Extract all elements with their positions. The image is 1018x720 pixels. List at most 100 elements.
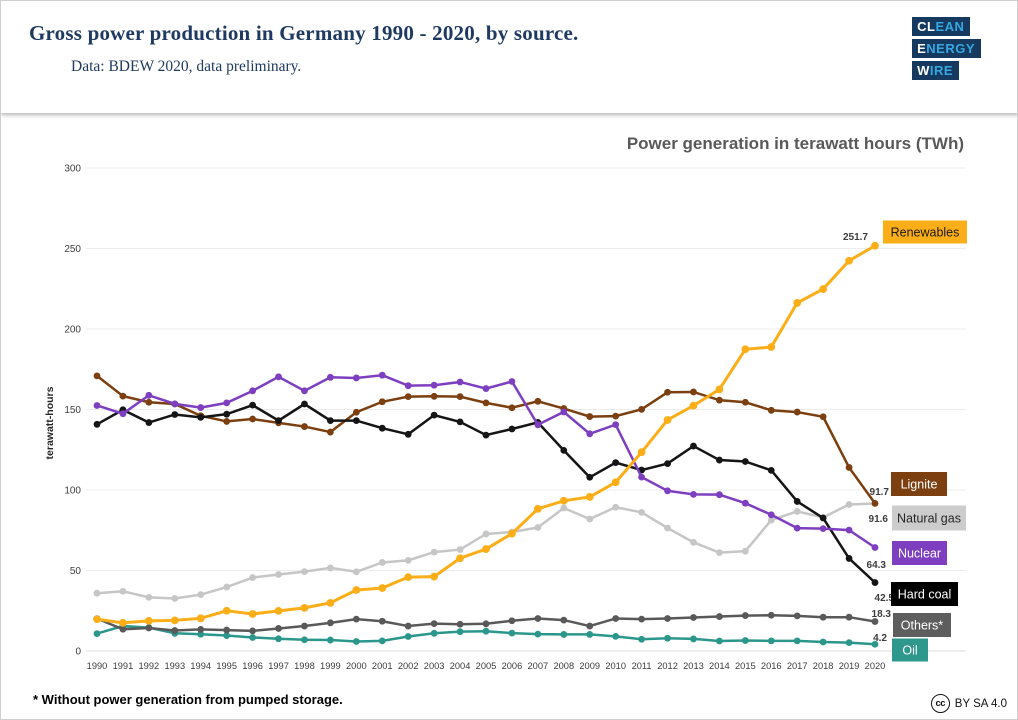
- logo-row: ENERGY: [912, 39, 981, 58]
- data-point-oil: [819, 638, 827, 646]
- data-point-others: [352, 615, 360, 623]
- data-point-oil: [534, 630, 542, 638]
- data-point-hard-coal: [560, 446, 568, 454]
- data-point-others: [430, 620, 438, 628]
- x-tick-label: 2017: [787, 661, 808, 671]
- data-point-oil: [560, 631, 568, 638]
- data-point-nuclear: [93, 402, 101, 409]
- data-point-renewables: [430, 572, 439, 581]
- data-point-natural-gas: [430, 548, 438, 556]
- data-point-hard-coal: [716, 456, 723, 464]
- data-point-renewables: [611, 478, 620, 487]
- header: Gross power production in Germany 1990 -…: [1, 1, 1017, 113]
- data-point-natural-gas: [560, 504, 568, 512]
- data-point-renewables: [819, 285, 828, 293]
- data-point-oil: [690, 635, 697, 643]
- license-text: BY SA 4.0: [954, 697, 1007, 710]
- page-title: Gross power production in Germany 1990 -…: [29, 21, 579, 45]
- data-point-hard-coal: [223, 410, 231, 418]
- data-point-hard-coal: [690, 442, 697, 450]
- data-point-natural-gas: [741, 547, 749, 555]
- x-tick-label: 1993: [164, 661, 185, 671]
- data-point-renewables: [274, 607, 283, 615]
- data-point-renewables: [767, 343, 776, 351]
- data-point-oil: [664, 634, 671, 642]
- data-point-natural-gas: [664, 524, 671, 532]
- data-point-hard-coal: [819, 514, 827, 522]
- data-point-others: [249, 627, 256, 635]
- data-point-others: [741, 612, 749, 619]
- data-point-natural-gas: [767, 516, 775, 524]
- x-tick-label: 1991: [113, 661, 134, 671]
- data-point-nuclear: [716, 491, 723, 499]
- x-tick-label: 2004: [450, 661, 471, 671]
- legend-chip-renewables: [883, 220, 967, 244]
- data-point-nuclear: [534, 421, 542, 429]
- x-tick-label: 2003: [424, 661, 445, 671]
- legend-chip-oil: [892, 638, 928, 662]
- data-point-nuclear: [793, 524, 801, 532]
- data-point-lignite: [716, 396, 723, 404]
- data-point-others: [767, 611, 775, 619]
- data-point-nuclear: [249, 387, 256, 395]
- x-tick-label: 2016: [761, 661, 782, 671]
- data-point-oil: [275, 635, 282, 643]
- data-point-others: [456, 620, 464, 628]
- data-point-oil: [249, 634, 256, 641]
- series-line-hard-coal: [96, 402, 876, 584]
- data-point-others: [171, 627, 179, 634]
- data-point-hard-coal: [767, 466, 775, 474]
- logo-row: CLEAN: [912, 17, 971, 36]
- y-tick-label: 200: [64, 325, 81, 336]
- data-point-hard-coal: [482, 431, 490, 439]
- data-point-others: [716, 613, 723, 620]
- data-point-lignite: [327, 428, 334, 436]
- data-point-nuclear: [456, 378, 464, 386]
- data-point-renewables: [326, 598, 335, 607]
- data-point-others: [197, 626, 205, 633]
- value-label-others: 18.3: [872, 609, 892, 620]
- data-point-oil: [845, 639, 853, 647]
- data-point-lignite: [767, 406, 775, 414]
- data-point-hard-coal: [249, 401, 256, 409]
- data-point-nuclear: [327, 373, 334, 381]
- data-point-lignite: [301, 423, 308, 430]
- x-tick-label: 2008: [553, 661, 574, 671]
- value-label-oil: 4.2: [873, 633, 887, 644]
- value-label-renewables: 251.7: [843, 232, 868, 243]
- x-tick-label: 1995: [216, 661, 237, 671]
- data-point-natural-gas: [249, 574, 256, 581]
- data-point-renewables: [663, 416, 672, 424]
- data-point-natural-gas: [223, 583, 231, 591]
- legend-label-others: Others*: [901, 619, 944, 633]
- data-point-others: [223, 626, 231, 634]
- data-point-natural-gas: [845, 501, 853, 508]
- legend-chip-others: [893, 613, 951, 637]
- data-point-others: [690, 614, 697, 621]
- data-point-lignite: [508, 404, 516, 412]
- x-tick-label: 2001: [372, 661, 393, 671]
- data-point-lignite: [145, 398, 153, 406]
- data-point-natural-gas: [145, 593, 153, 601]
- data-point-natural-gas: [327, 564, 334, 572]
- data-point-lignite: [534, 397, 542, 405]
- data-point-others: [275, 625, 282, 632]
- data-point-lignite: [664, 388, 671, 396]
- data-point-others: [845, 613, 853, 621]
- data-point-lignite: [741, 398, 749, 406]
- legend-label-lignite: Lignite: [901, 478, 938, 492]
- legend-label-hard-coal: Hard coal: [898, 588, 952, 602]
- data-point-renewables: [585, 493, 594, 501]
- data-point-nuclear: [171, 400, 179, 408]
- data-point-oil: [741, 637, 749, 644]
- data-point-nuclear: [560, 408, 568, 416]
- data-point-others: [482, 620, 490, 628]
- data-point-lignite: [249, 415, 256, 423]
- data-point-hard-coal: [456, 418, 464, 426]
- x-tick-label: 2002: [398, 661, 419, 671]
- data-point-oil: [508, 629, 516, 637]
- y-tick-label: 0: [75, 647, 81, 658]
- data-point-oil: [793, 637, 801, 645]
- y-tick-label: 150: [64, 405, 81, 416]
- data-point-renewables: [170, 616, 179, 625]
